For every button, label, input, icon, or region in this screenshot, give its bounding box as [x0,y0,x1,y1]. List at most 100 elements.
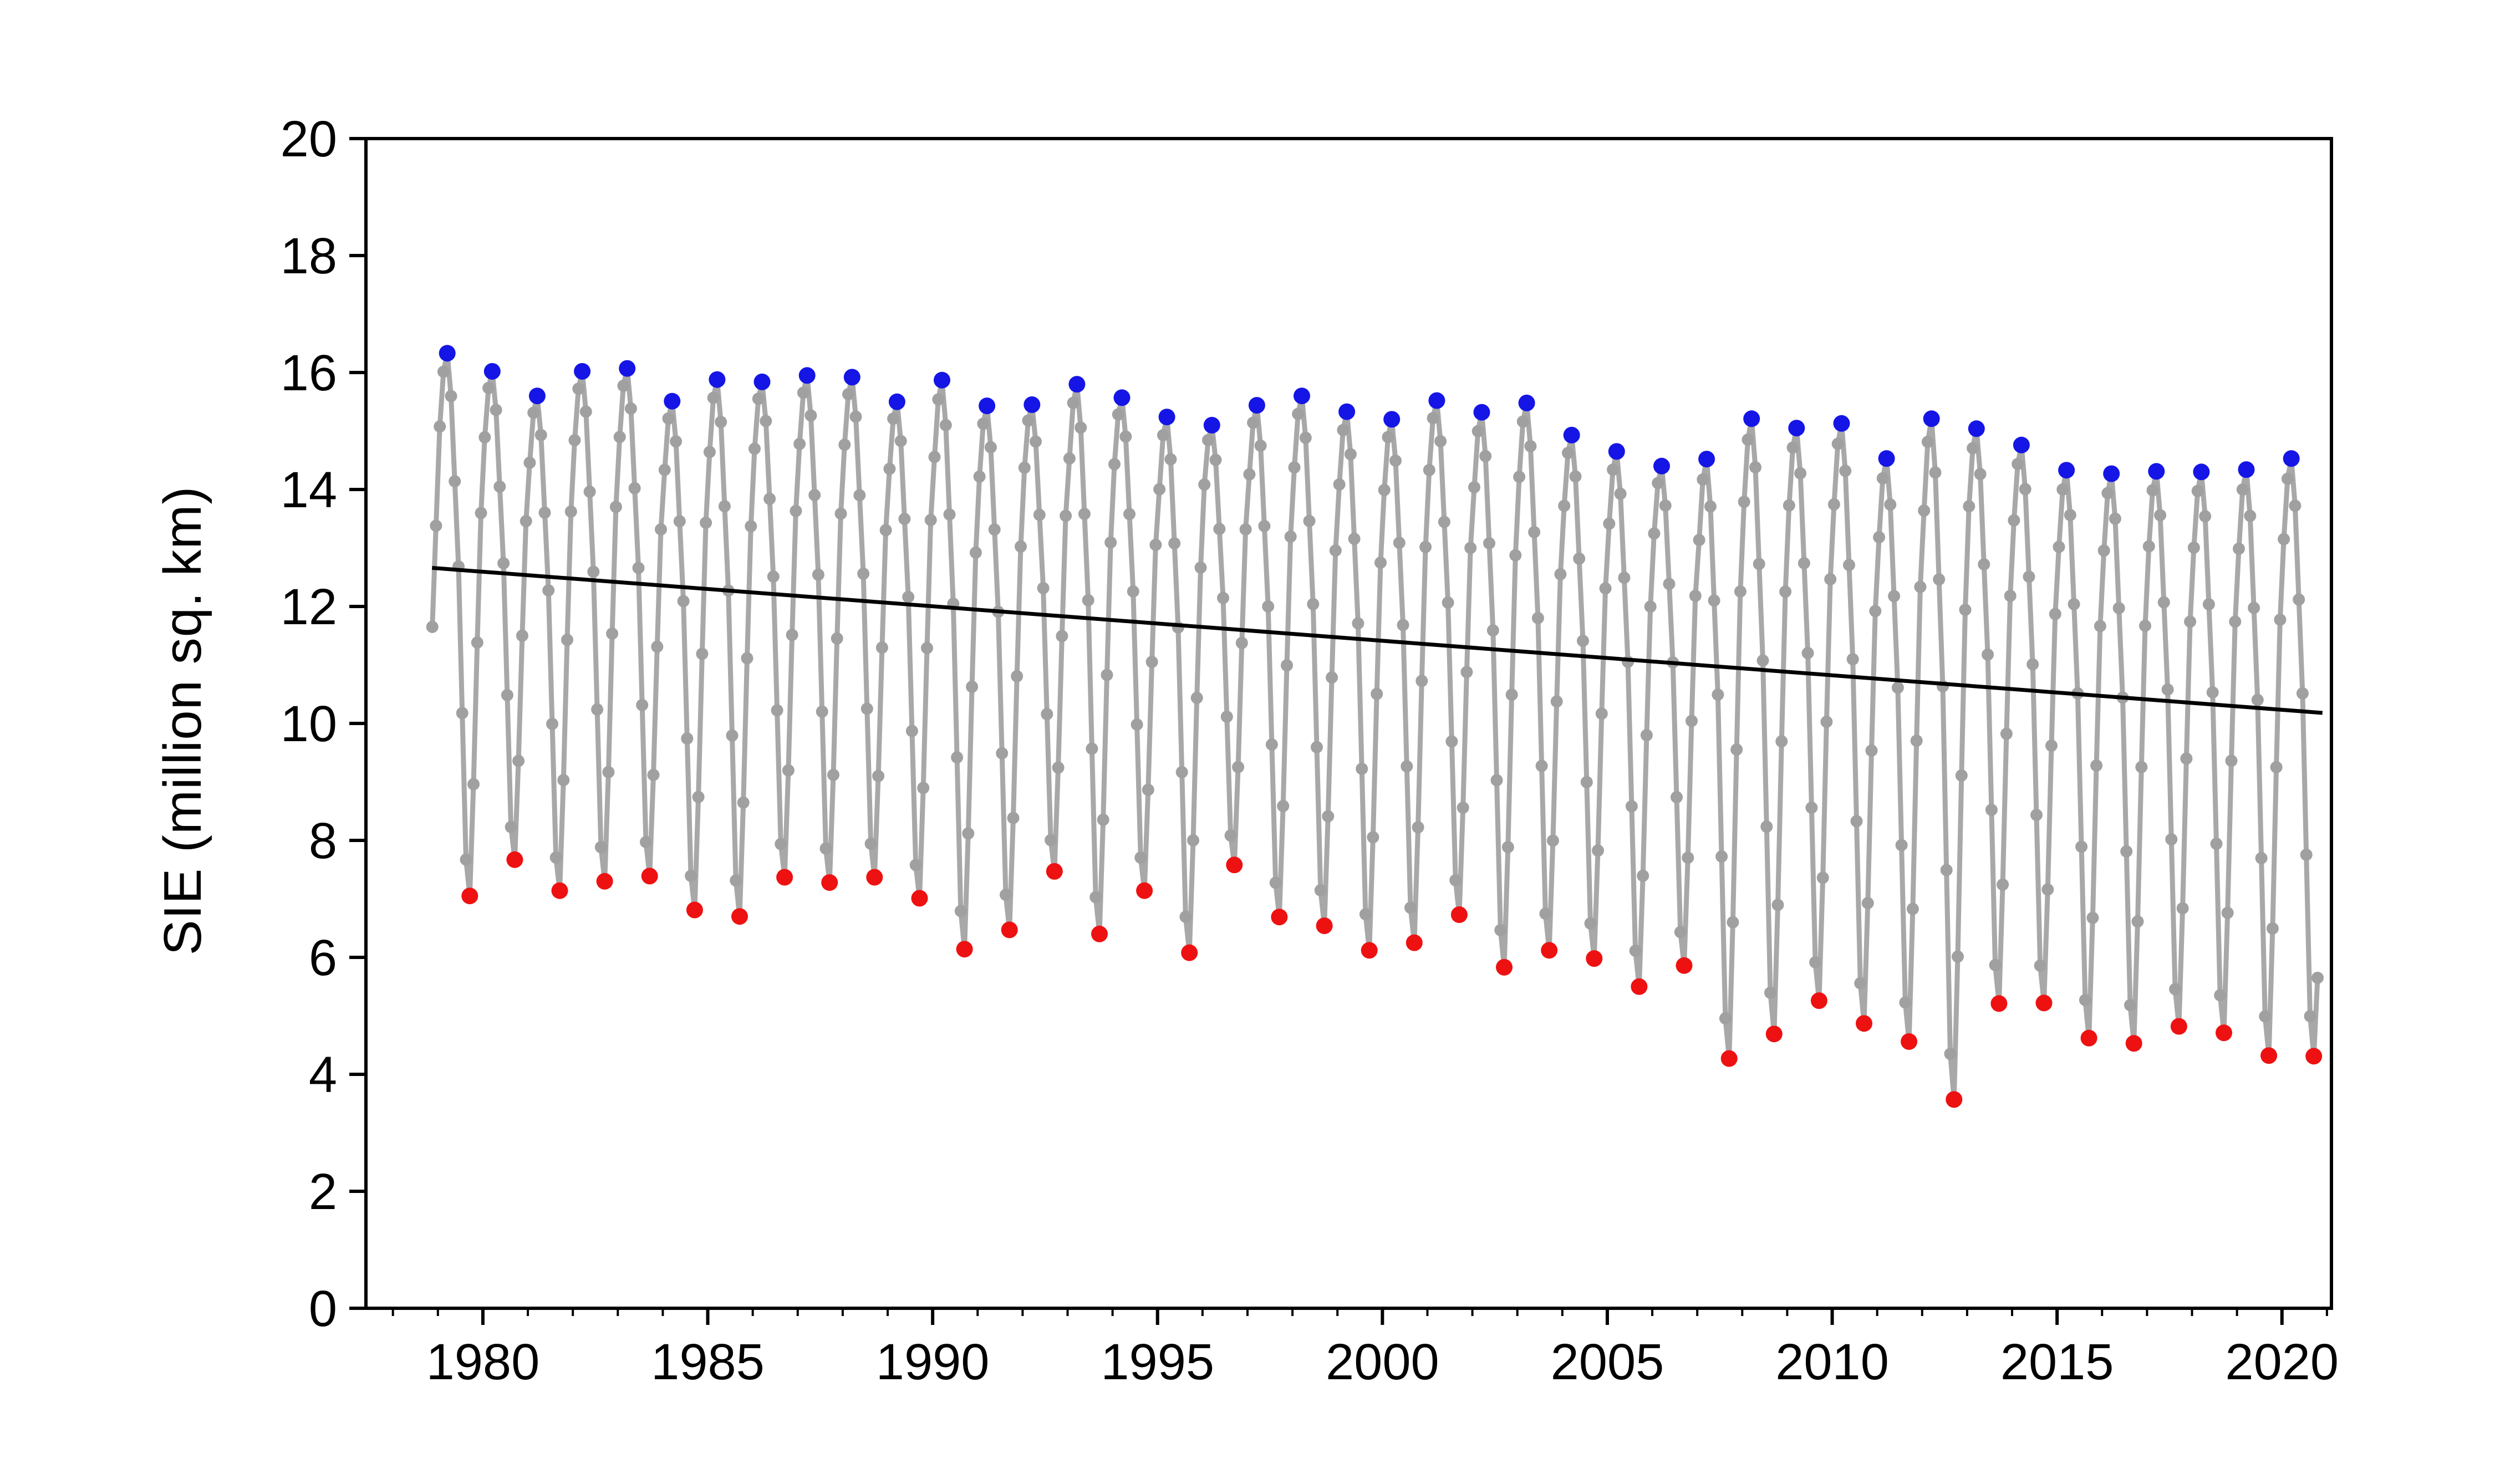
annual-min-dot [1450,906,1468,923]
monthly-dot [1060,509,1072,522]
x-tick-label: 1985 [651,1334,765,1390]
monthly-dot [1573,552,1586,565]
monthly-dot [962,827,975,840]
annual-min-dot [1001,921,1018,939]
annual-min-dot [2170,1018,2187,1035]
monthly-dot [834,507,847,520]
annual-min-dot [776,869,793,886]
monthly-dot [1464,542,1477,554]
monthly-dot [1652,477,1664,489]
monthly-dot [1607,463,1620,476]
monthly-dot [1247,416,1260,429]
monthly-dot [1599,582,1612,595]
annual-max-dot [1833,415,1850,432]
annual-min-dot [1316,917,1333,934]
monthly-dot [1914,580,1927,593]
monthly-dot [617,379,630,392]
monthly-dot [887,412,900,425]
monthly-dot [2101,487,2114,499]
monthly-dot [1427,412,1439,425]
monthly-dot [1490,774,1503,787]
monthly-dot [932,393,945,406]
monthly-dot [1873,531,1886,544]
annual-max-dot [2148,463,2165,480]
monthly-dot [1344,448,1357,461]
monthly-dot [1989,958,2002,971]
monthly-dot [2139,619,2151,632]
monthly-dot [1869,605,1882,618]
monthly-dot [1457,802,1469,814]
monthly-dot [984,441,997,453]
monthly-dot [1742,434,1754,446]
monthly-dot [831,632,843,645]
monthly-dot [782,764,795,777]
annual-max-dot [1608,443,1625,460]
annual-min-dot [956,941,973,958]
monthly-dot [1663,578,1676,590]
monthly-dot [1674,926,1687,939]
monthly-dot [1595,707,1608,720]
monthly-dot [1693,534,1705,547]
monthly-dot [2229,615,2242,628]
monthly-dot [437,365,450,378]
monthly-dot [1277,800,1290,812]
annual-max-dot [2193,463,2210,481]
monthly-dot [2255,852,2268,864]
monthly-dot [969,546,982,559]
annual-max-dot [934,371,950,389]
monthly-dot [1820,716,1833,728]
monthly-dot [1528,526,1541,538]
monthly-dot [523,456,536,469]
monthly-dot [449,475,461,488]
monthly-dot [1805,802,1818,814]
monthly-dot [655,523,667,536]
monthly-dot [1101,669,1113,681]
monthly-dot [1374,557,1387,569]
y-axis-title: SIE (million sq. km) [153,486,212,956]
monthly-dot [1933,573,1946,586]
monthly-dot [2236,483,2249,496]
monthly-dot [572,383,585,395]
monthly-dot [1220,710,1233,723]
monthly-dot [1078,508,1091,521]
monthly-dot [943,508,956,521]
monthly-dot [1445,735,1458,748]
monthly-dot [1030,435,1042,448]
monthly-dot [2124,999,2136,1012]
monthly-dot [741,652,753,665]
monthly-dot [647,768,660,781]
monthly-dot [898,513,911,526]
monthly-dot [1258,519,1271,532]
monthly-dot [681,732,694,745]
monthly-dot [658,463,671,476]
monthly-dot [1438,516,1450,528]
monthly-dot [1730,743,1743,756]
monthly-dot [1944,1048,1957,1060]
annual-min-dot [866,869,883,886]
monthly-dot [2034,959,2046,972]
annual-max-dot [2238,461,2255,478]
monthly-dot [2068,598,2080,610]
monthly-dot [587,565,600,578]
monthly-dot [1501,841,1514,854]
monthly-dot [767,570,780,583]
monthly-dot [2214,989,2227,1002]
monthly-dot [609,501,622,513]
monthly-dot [1397,619,1409,631]
monthly-dot [2293,593,2305,606]
monthly-dot [1671,791,1683,804]
annual-min-dot [1406,934,1423,951]
monthly-dot [1389,455,1402,467]
monthly-dot [1086,742,1098,755]
monthly-dot [467,778,480,791]
monthly-dot [2311,971,2324,984]
monthly-dot [1134,851,1147,864]
monthly-dot [1846,653,1859,666]
monthly-dot [1592,844,1604,857]
monthly-dot [1209,453,1222,466]
monthly-dot [1378,483,1391,496]
monthly-dot [1801,647,1814,660]
monthly-dot [1018,461,1031,474]
monthly-dot [2202,598,2215,611]
monthly-dot [2056,483,2069,496]
